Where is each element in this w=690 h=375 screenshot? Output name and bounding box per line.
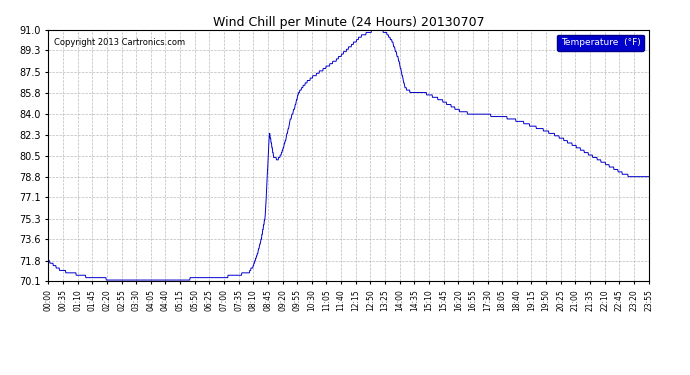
Legend: Temperature  (°F): Temperature (°F): [557, 34, 644, 51]
Title: Wind Chill per Minute (24 Hours) 20130707: Wind Chill per Minute (24 Hours) 2013070…: [213, 16, 484, 29]
Text: Copyright 2013 Cartronics.com: Copyright 2013 Cartronics.com: [55, 38, 186, 46]
